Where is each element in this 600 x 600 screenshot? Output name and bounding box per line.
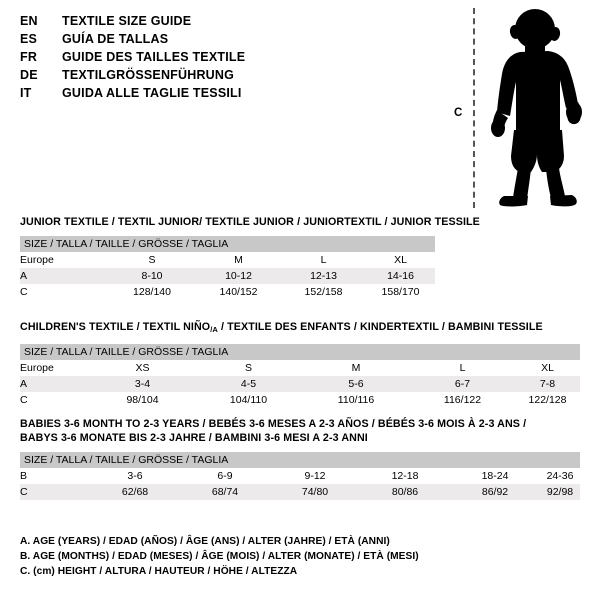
- row-label: Europe: [20, 252, 108, 268]
- table-cell: XS: [90, 360, 195, 376]
- section-title: JUNIOR TEXTILE / TEXTIL JUNIOR/ TEXTILE …: [20, 216, 480, 228]
- table-cell: 86/92: [450, 484, 540, 500]
- language-row: EN TEXTILE SIZE GUIDE: [20, 12, 420, 30]
- language-row: IT GUIDA ALLE TAGLIE TESSILI: [20, 84, 420, 102]
- table-cell: 8-10: [108, 268, 196, 284]
- height-figure-area: C: [440, 4, 600, 209]
- language-title: GUÍA DE TALLAS: [62, 32, 169, 46]
- table-row: A 8-10 10-12 12-13 14-16: [20, 268, 435, 284]
- table-cell: XL: [515, 360, 580, 376]
- table-cell: 24-36: [540, 468, 580, 484]
- table-cell: 110/116: [302, 392, 410, 408]
- language-code: IT: [20, 86, 32, 100]
- table-cell: S: [195, 360, 302, 376]
- table-cell: 6-7: [410, 376, 515, 392]
- table-cell: 68/74: [180, 484, 270, 500]
- table-cell: 3-4: [90, 376, 195, 392]
- table-row: C 98/104 104/110 110/116 116/122 122/128: [20, 392, 580, 408]
- section-title-post: / TEXTILE DES ENFANTS / KINDERTEXTIL / B…: [217, 321, 543, 333]
- row-label: Europe: [20, 360, 90, 376]
- language-row: FR GUIDE DES TAILLES TEXTILE: [20, 48, 420, 66]
- section-junior-textile: JUNIOR TEXTILE / TEXTIL JUNIOR/ TEXTILE …: [20, 215, 480, 300]
- table-cell: 116/122: [410, 392, 515, 408]
- legend-line-c: C. (cm) HEIGHT / ALTURA / HAUTEUR / HÖHE…: [20, 566, 298, 577]
- language-title-block: EN TEXTILE SIZE GUIDE ES GUÍA DE TALLAS …: [20, 12, 420, 102]
- language-code: ES: [20, 32, 38, 46]
- row-label: C: [20, 392, 90, 408]
- language-code: EN: [20, 14, 38, 28]
- table-row: A 3-4 4-5 5-6 6-7 7-8: [20, 376, 580, 392]
- table-cell: 10-12: [196, 268, 281, 284]
- children-size-table: SIZE / TALLA / TAILLE / GRÖSSE / TAGLIA …: [20, 344, 580, 408]
- row-label: C: [20, 484, 90, 500]
- section-title-pre: CHILDREN'S TEXTILE / TEXTIL NIÑO: [20, 321, 211, 333]
- language-title: GUIDE DES TAILLES TEXTILE: [62, 50, 246, 64]
- band-label: SIZE / TALLA / TAILLE / GRÖSSE / TAGLIA: [20, 452, 580, 468]
- section-babies-textile: BABIES 3-6 MONTH TO 2-3 YEARS / BEBÉS 3-…: [20, 417, 580, 500]
- section-title: CHILDREN'S TEXTILE / TEXTIL NIÑO/A / TEX…: [20, 320, 580, 337]
- table-row: C 62/68 68/74 74/80 80/86 86/92 92/98: [20, 484, 580, 500]
- toddler-silhouette-icon: [491, 9, 582, 207]
- language-title: TEXTILE SIZE GUIDE: [62, 14, 192, 28]
- table-cell: M: [302, 360, 410, 376]
- table-band-row: SIZE / TALLA / TAILLE / GRÖSSE / TAGLIA: [20, 344, 580, 360]
- table-cell: 104/110: [195, 392, 302, 408]
- table-cell: 5-6: [302, 376, 410, 392]
- table-cell: 128/140: [108, 284, 196, 300]
- row-label: A: [20, 376, 90, 392]
- table-cell: 12-18: [360, 468, 450, 484]
- table-cell: 4-5: [195, 376, 302, 392]
- table-cell: 6-9: [180, 468, 270, 484]
- row-label: B: [20, 468, 90, 484]
- language-title: TEXTILGRÖSSENFÜHRUNG: [62, 68, 235, 82]
- table-cell: 122/128: [515, 392, 580, 408]
- legend-line-a: A. AGE (YEARS) / EDAD (AÑOS) / ÂGE (ANS)…: [20, 536, 390, 547]
- table-cell: 7-8: [515, 376, 580, 392]
- band-label: SIZE / TALLA / TAILLE / GRÖSSE / TAGLIA: [20, 344, 580, 360]
- table-cell: 18-24: [450, 468, 540, 484]
- table-cell: 3-6: [90, 468, 180, 484]
- table-row: Europe S M L XL: [20, 252, 435, 268]
- height-measure-label: C: [454, 107, 463, 119]
- table-cell: 98/104: [90, 392, 195, 408]
- table-row: Europe XS S M L XL: [20, 360, 580, 376]
- legend-line-b: B. AGE (MONTHS) / EDAD (MESES) / ÂGE (MO…: [20, 551, 419, 562]
- row-label: C: [20, 284, 108, 300]
- table-cell: 152/158: [281, 284, 366, 300]
- babies-size-table: SIZE / TALLA / TAILLE / GRÖSSE / TAGLIA …: [20, 452, 580, 500]
- junior-size-table: SIZE / TALLA / TAILLE / GRÖSSE / TAGLIA …: [20, 236, 435, 300]
- table-cell: 92/98: [540, 484, 580, 500]
- table-row: B 3-6 6-9 9-12 12-18 18-24 24-36: [20, 468, 580, 484]
- table-cell: L: [410, 360, 515, 376]
- height-measure-dashed-line: [473, 8, 475, 208]
- table-cell: 80/86: [360, 484, 450, 500]
- language-title: GUIDA ALLE TAGLIE TESSILI: [62, 86, 242, 100]
- table-cell: 74/80: [270, 484, 360, 500]
- table-cell: S: [108, 252, 196, 268]
- legend-block: A. AGE (YEARS) / EDAD (AÑOS) / ÂGE (ANS)…: [20, 534, 580, 579]
- table-cell: 9-12: [270, 468, 360, 484]
- table-cell: 140/152: [196, 284, 281, 300]
- section-title-line-1: BABIES 3-6 MONTH TO 2-3 YEARS / BEBÉS 3-…: [20, 418, 527, 430]
- language-row: DE TEXTILGRÖSSENFÜHRUNG: [20, 66, 420, 84]
- table-cell: 12-13: [281, 268, 366, 284]
- table-cell: 14-16: [366, 268, 435, 284]
- language-row: ES GUÍA DE TALLAS: [20, 30, 420, 48]
- row-label: A: [20, 268, 108, 284]
- table-cell: M: [196, 252, 281, 268]
- section-childrens-textile: CHILDREN'S TEXTILE / TEXTIL NIÑO/A / TEX…: [20, 320, 580, 408]
- band-label: SIZE / TALLA / TAILLE / GRÖSSE / TAGLIA: [20, 236, 435, 252]
- table-band-row: SIZE / TALLA / TAILLE / GRÖSSE / TAGLIA: [20, 452, 580, 468]
- table-band-row: SIZE / TALLA / TAILLE / GRÖSSE / TAGLIA: [20, 236, 435, 252]
- section-title-line-2: BABYS 3-6 MONATE BIS 2-3 JAHRE / BAMBINI…: [20, 432, 368, 444]
- table-cell: 158/170: [366, 284, 435, 300]
- table-cell: 62/68: [90, 484, 180, 500]
- table-cell: L: [281, 252, 366, 268]
- language-code: FR: [20, 50, 38, 64]
- table-cell: XL: [366, 252, 435, 268]
- section-title-subscript: /A: [210, 325, 218, 334]
- language-code: DE: [20, 68, 38, 82]
- table-row: C 128/140 140/152 152/158 158/170: [20, 284, 435, 300]
